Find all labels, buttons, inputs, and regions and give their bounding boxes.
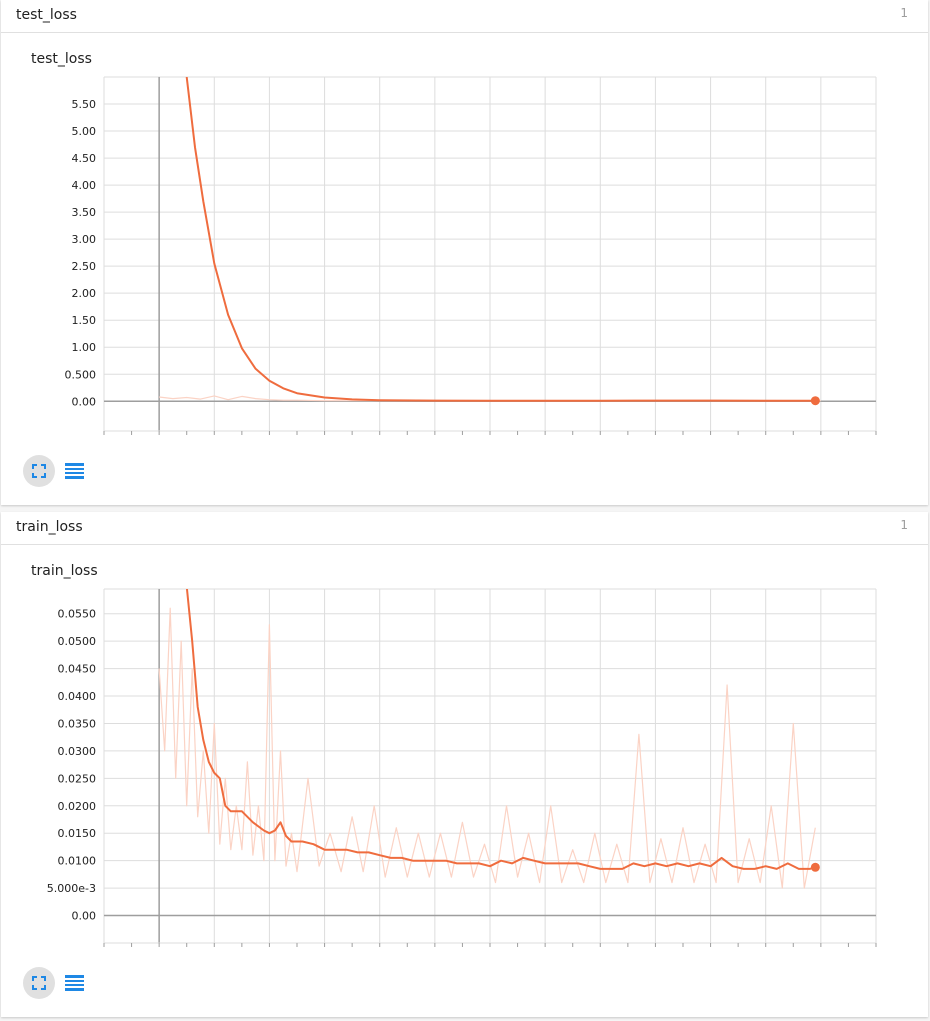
train-loss-run-count: 1 [900, 518, 908, 532]
test-loss-x-tick-label-4: 8.000k [361, 438, 399, 440]
train-loss-x-tick-label-5: 10.00k [416, 950, 454, 952]
train-loss-y-tick-label-3: 0.0150 [58, 827, 97, 840]
train-loss-y-tick-label-0: 0.00 [72, 910, 97, 923]
train-loss-x-tick-label-3: 6.000k [306, 950, 344, 952]
train-loss-card: train_loss 1 train_loss 0.000 2.000k 4.000… [1, 512, 928, 1017]
train-loss-y-tick-label-10: 0.0500 [58, 635, 97, 648]
test-loss-chart-title: test_loss [31, 51, 92, 67]
train-loss-expand-button[interactable] [23, 967, 55, 999]
test-loss-x-tick-label-1: 2.000k [195, 438, 233, 440]
test-loss-y-tick-label-7: 3.50 [72, 206, 97, 219]
test-loss-smoothed-line [185, 77, 816, 402]
fullscreen-icon [32, 464, 46, 478]
test-loss-card-header[interactable]: test_loss 1 [1, 0, 928, 33]
test-loss-last-point [810, 396, 820, 406]
train-loss-x-tick-label-4: 8.000k [361, 950, 399, 952]
test-loss-y-tick-label-8: 4.00 [72, 179, 97, 192]
train-loss-chart[interactable]: 0.000 2.000k 4.000k 6.000k 8.000k 10.00k 12.00… [1, 567, 928, 952]
train-loss-y-tick-label-7: 0.0350 [58, 717, 97, 730]
train-loss-y-tick-label-5: 0.0250 [58, 772, 97, 785]
train-loss-x-tick-label-10: 20.00k [692, 950, 730, 952]
test-loss-y-tick-label-0: 0.00 [72, 395, 97, 408]
train-loss-y-tick-label-6: 0.0300 [58, 745, 97, 758]
test-loss-x-tick-label-9: 18.00k [636, 438, 674, 440]
test-loss-y-tick-label-6: 3.00 [72, 233, 97, 246]
test-loss-x-tick-label-7: 14.00k [526, 438, 564, 440]
train-loss-header-title: train_loss [16, 519, 83, 535]
test-loss-expand-button[interactable] [23, 455, 55, 487]
test-loss-x-tick-label-0: 0.000 [143, 438, 175, 440]
test-loss-series-group [159, 77, 821, 402]
train-loss-card-header[interactable]: train_loss 1 [1, 512, 928, 545]
test-loss-run-count: 1 [900, 6, 908, 20]
test-loss-data-toggle-button[interactable] [64, 461, 84, 481]
train-loss-raw-line [158, 607, 816, 889]
test-loss-y-tick-label-5: 2.50 [72, 260, 97, 273]
train-loss-x-tick-label-7: 14.00k [526, 950, 564, 952]
list-icon [64, 975, 84, 991]
test-loss-y-tick-label-3: 1.50 [72, 314, 97, 327]
fullscreen-icon [32, 976, 46, 990]
test-loss-x-tick-label-8: 16.00k [581, 438, 619, 440]
train-loss-y-tick-label-11: 0.0550 [58, 608, 97, 621]
test-loss-chart[interactable]: 0.000 2.000k 4.000k 6.000k 8.000k 10.00k 12.00… [1, 55, 928, 440]
test-loss-x-tick-label-11: 22.00k [747, 438, 785, 440]
train-loss-x-tick-label-8: 16.00k [581, 950, 619, 952]
train-loss-last-point [810, 862, 820, 872]
train-loss-chart-title: train_loss [31, 563, 98, 579]
test-loss-x-tick-label-12: 24.00k [802, 438, 840, 440]
test-loss-y-tick-label-2: 1.00 [72, 341, 97, 354]
train-loss-y-tick-label-4: 0.0200 [58, 800, 97, 813]
train-loss-y-tick-label-1: 5.000e-3 [47, 882, 96, 895]
train-loss-x-tick-label-6: 12.00k [471, 950, 509, 952]
train-loss-x-tick-label-11: 22.00k [747, 950, 785, 952]
test-loss-x-tick-label-6: 12.00k [471, 438, 509, 440]
train-loss-y-tick-label-2: 0.0100 [58, 855, 97, 868]
train-loss-x-tick-label-0: 0.000 [143, 950, 175, 952]
test-loss-y-tick-label-1: 0.500 [65, 368, 97, 381]
test-loss-x-tick-label-10: 20.00k [692, 438, 730, 440]
test-loss-card: test_loss 1 test_loss 0.000 2.000k 4.000k 6… [1, 0, 928, 505]
train-loss-smoothed-line [185, 589, 816, 870]
train-loss-y-tick-label-8: 0.0400 [58, 690, 97, 703]
train-loss-y-tick-label-9: 0.0450 [58, 663, 97, 676]
test-loss-y-tick-label-11: 5.50 [72, 98, 97, 111]
train-loss-x-tick-label-9: 18.00k [636, 950, 674, 952]
test-loss-x-tick-label-3: 6.000k [306, 438, 344, 440]
train-loss-x-tick-label-1: 2.000k [195, 950, 233, 952]
test-loss-header-title: test_loss [16, 7, 77, 23]
test-loss-y-tick-label-9: 4.50 [72, 152, 97, 165]
train-loss-series-group [158, 589, 816, 889]
test-loss-y-tick-label-4: 2.00 [72, 287, 97, 300]
train-loss-data-toggle-button[interactable] [64, 973, 84, 993]
test-loss-x-tick-label-5: 10.00k [416, 438, 454, 440]
train-loss-x-tick-label-12: 24.00k [802, 950, 840, 952]
train-loss-x-tick-label-2: 4.000k [250, 950, 288, 952]
test-loss-y-tick-label-10: 5.00 [72, 125, 97, 138]
list-icon [64, 463, 84, 479]
test-loss-x-tick-label-2: 4.000k [250, 438, 288, 440]
